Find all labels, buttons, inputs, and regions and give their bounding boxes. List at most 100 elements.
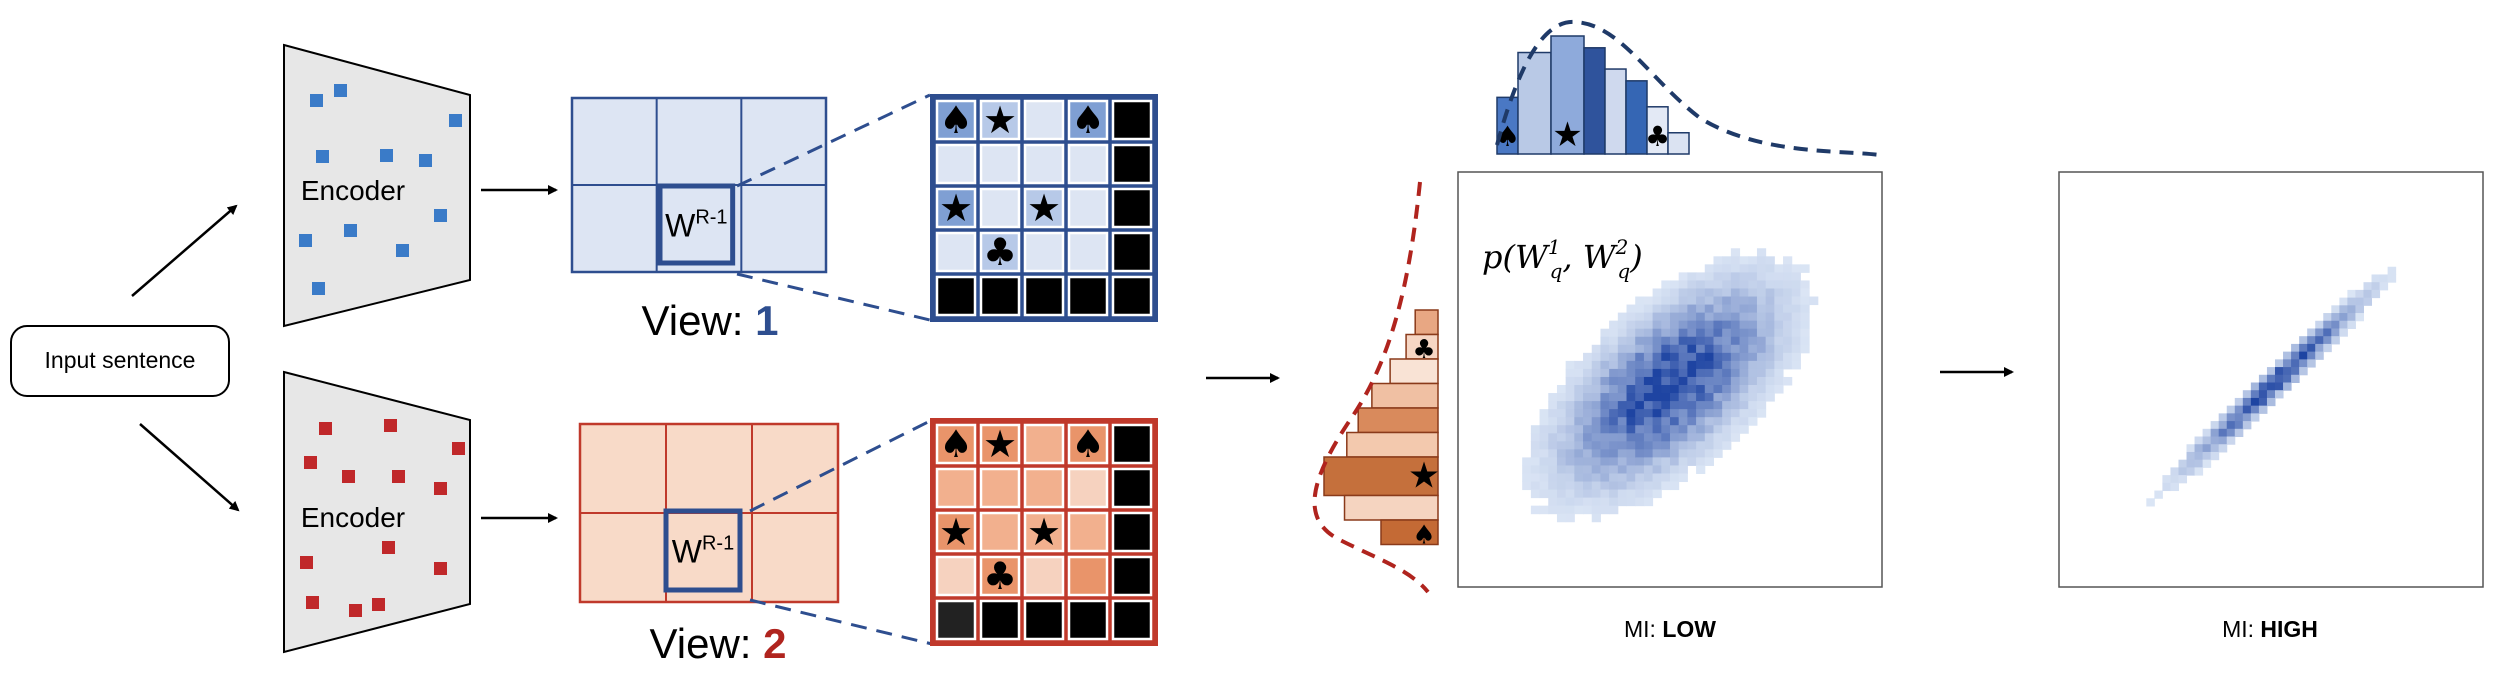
heatmap-cell (1765, 336, 1775, 346)
heatmap-cell (2266, 397, 2276, 407)
club-symbol-icon: ♣ (983, 554, 1017, 598)
heatmap-cell (1591, 473, 1601, 483)
heatmap-cell (1713, 393, 1723, 402)
heatmap-cell (1704, 320, 1714, 330)
heatmap-cell (1722, 385, 1732, 394)
heatmap-cell (1774, 288, 1784, 298)
heatmap-cell (1730, 368, 1741, 378)
heatmap-cell (1756, 296, 1767, 306)
heatmap-cell (1626, 409, 1636, 418)
heatmap-cell (1748, 368, 1758, 378)
heatmap-cell (2202, 436, 2212, 445)
spade-symbol-icon: ♠ (939, 98, 973, 142)
heatmap-cell (1739, 425, 1749, 434)
heatmap-cell (1591, 481, 1601, 491)
heatmap-cell (1661, 376, 1671, 386)
heatmap-cell (1670, 296, 1680, 306)
heatmap-cell (1722, 344, 1732, 354)
heatmap-cell (1661, 457, 1671, 466)
view-1-label: View: 1 (642, 297, 779, 344)
heatmap-cell (1600, 481, 1610, 491)
heatmap-cell (1696, 465, 1706, 474)
heatmap-cell (1652, 344, 1662, 354)
heatmap-cell (1748, 344, 1758, 354)
heatmap-cell (1635, 441, 1645, 450)
marginal-top-bar (1667, 132, 1690, 155)
heatmap-cell (1756, 280, 1767, 289)
zoom-grid-cell (979, 187, 1021, 229)
heatmap-cell (1609, 393, 1619, 402)
heatmap-cell (1617, 473, 1628, 483)
encoder-2-dot (372, 598, 385, 611)
heatmap-cell (1748, 312, 1758, 322)
heatmap-cell (1556, 433, 1567, 442)
zoom-grid-cell (1067, 275, 1109, 317)
spade-symbol-icon: ♠ (1412, 520, 1435, 550)
heatmap-cell (1652, 312, 1662, 322)
encoder-1-dot (396, 244, 409, 257)
heatmap-cell (1670, 312, 1680, 322)
heatmap-cell (1670, 457, 1680, 466)
zoom-grid-cell (1023, 423, 1065, 465)
heatmap-cell (1704, 433, 1714, 442)
heatmap-cell (1574, 393, 1584, 402)
marginal-left-bar (1323, 456, 1439, 497)
heatmap-cell (1530, 457, 1541, 466)
heatmap-cell (1739, 401, 1749, 410)
heatmap-cell (1609, 409, 1619, 418)
heatmap-cell (1670, 368, 1680, 378)
heatmap-cell (2250, 390, 2260, 399)
heatmap-cell (1722, 433, 1732, 442)
heatmap-cell (2250, 405, 2260, 414)
heatmap-cell (1704, 385, 1714, 394)
heatmap-cell (1652, 336, 1662, 346)
heatmap-cell (1617, 385, 1628, 394)
heatmap-cell (1609, 385, 1619, 394)
heatmap-cell (1713, 264, 1723, 273)
heatmap-cell (1539, 425, 1549, 434)
heatmap-cell (1530, 441, 1541, 450)
heatmap-cell (1713, 336, 1723, 346)
heatmap-cell (1678, 288, 1688, 298)
heatmap-cell (1730, 256, 1741, 265)
heatmap-cell (2283, 367, 2292, 376)
zoom-grid-cell (935, 143, 977, 185)
heatmap-cell (2226, 428, 2236, 438)
heatmap-cell (1617, 465, 1628, 474)
heatmap-cell (1748, 280, 1758, 289)
heatmap-cell (2250, 382, 2260, 391)
heatmap-cell (1548, 489, 1558, 499)
heatmap-cell (1800, 304, 1810, 314)
heatmap-cell (1539, 505, 1549, 515)
heatmap-cell (1661, 328, 1671, 338)
heatmap-cell (1583, 497, 1593, 507)
heatmap-cell (1626, 352, 1636, 362)
heatmap-cell (1722, 264, 1732, 273)
highlighted-cell (663, 508, 743, 593)
heatmap-cell (1565, 441, 1575, 450)
heatmap-cell (1652, 417, 1662, 426)
heatmap-cell (1583, 505, 1593, 515)
encoder-2-dot (384, 419, 397, 432)
heatmap-cell (1600, 457, 1610, 466)
heatmap-cell (1556, 473, 1567, 483)
heatmap-cell (1739, 393, 1749, 402)
marginal-top-bar (1604, 68, 1627, 155)
heatmap-cell (1696, 425, 1706, 434)
heatmap-cell (1713, 449, 1723, 458)
heatmap-cell (1730, 304, 1741, 314)
encoder-1-dot (344, 224, 357, 237)
heatmap-cell (1765, 385, 1775, 394)
highlighted-cell-label: WR-1 (665, 207, 727, 244)
heatmap-cell (1756, 401, 1767, 410)
zoom-grid-cell (1111, 187, 1153, 229)
heatmap-cell (1704, 368, 1714, 378)
heatmap-cell (1600, 401, 1610, 410)
heatmap-cell (1765, 368, 1775, 378)
heatmap-cell (2315, 320, 2324, 329)
heatmap-cell (1765, 264, 1775, 273)
heatmap-cell (2202, 459, 2212, 468)
heatmap-cell (1609, 320, 1619, 330)
heatmap-cell (1609, 505, 1619, 515)
zoom-grid-cell (1067, 599, 1109, 641)
